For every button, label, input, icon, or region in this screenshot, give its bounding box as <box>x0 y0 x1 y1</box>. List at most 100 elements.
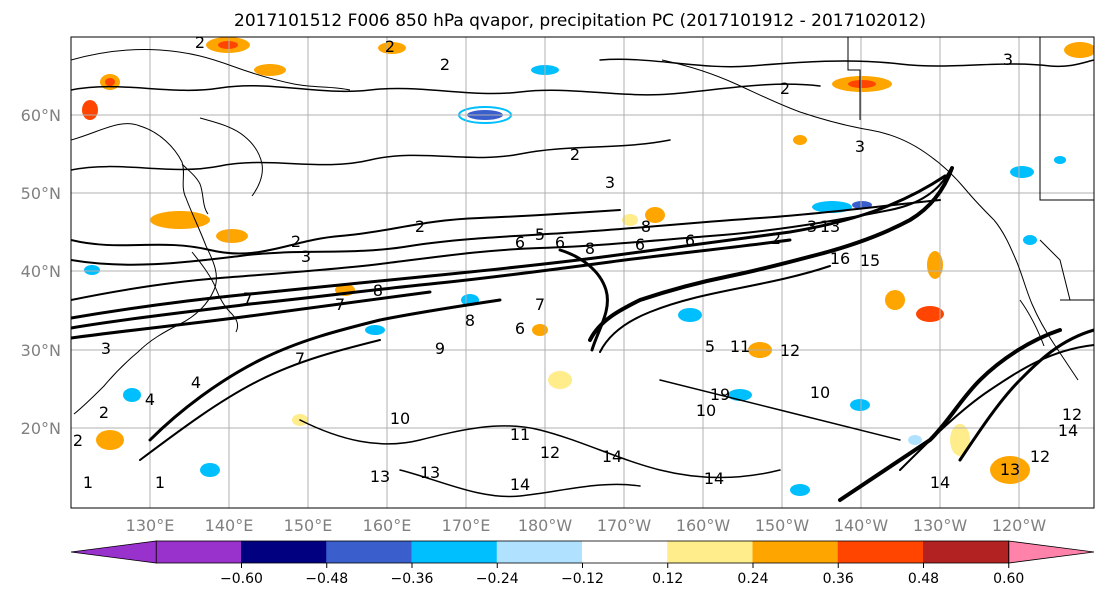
contour-label: 13 <box>420 463 440 482</box>
precip-blob <box>365 325 385 335</box>
contour-line <box>71 238 792 330</box>
contour-label: 2 <box>99 403 109 422</box>
latitude-label: 20°N <box>21 419 61 438</box>
longitude-label: 170°W <box>597 516 652 535</box>
contour-label: 14 <box>510 475 530 494</box>
precip-blob <box>790 484 810 496</box>
precip-blob <box>1064 42 1094 58</box>
precip-blob <box>548 371 572 389</box>
contour-label: 2 <box>291 232 301 251</box>
contour-label: 7 <box>535 295 545 314</box>
contour-line <box>958 328 1094 462</box>
precip-blob <box>216 229 248 243</box>
coastlines <box>71 37 1094 415</box>
longitude-label: 140°E <box>205 516 254 535</box>
contour-label: 12 <box>1030 447 1050 466</box>
contour-label: 7 <box>295 349 305 368</box>
baja-coastline <box>1019 299 1045 347</box>
contour-label: 10 <box>696 401 716 420</box>
contour-label: 3 <box>807 217 817 236</box>
longitude-labels: 130°E 140°E 150°E 160°E 170°E 180°W 170°W 160°W… <box>126 516 1047 535</box>
contour-label: 3 <box>101 339 111 358</box>
contour-label: 8 <box>585 239 595 258</box>
contour-label: 1 <box>155 473 165 492</box>
precip-blob <box>728 389 752 401</box>
siberia-coastline <box>71 49 351 91</box>
map-frame <box>70 36 1095 509</box>
contour-line <box>71 83 821 96</box>
contour-label: 8 <box>465 311 475 330</box>
contour-label: 8 <box>641 217 651 236</box>
contour-line <box>71 139 671 171</box>
contour-label: 13 <box>370 467 390 486</box>
contour-label: 10 <box>810 383 830 402</box>
longitude-label: 150°W <box>755 516 810 535</box>
contour-label: 1 <box>83 473 93 492</box>
contour-label: 3 <box>1003 50 1013 69</box>
precip-blob <box>793 135 807 145</box>
contour-label: 5 <box>535 225 545 244</box>
contour-label: 2 <box>440 55 450 74</box>
contour-line <box>139 339 381 461</box>
contour-label: 3 <box>301 247 311 266</box>
longitude-label: 180°W <box>518 516 573 535</box>
longitude-label: 150°E <box>284 516 333 535</box>
contour-label: 8 <box>373 281 383 300</box>
precip-blob <box>532 324 548 336</box>
contour-line <box>71 290 432 340</box>
political-borders <box>847 37 1094 201</box>
longitude-label: 160°W <box>676 516 731 535</box>
latitude-label: 40°N <box>21 262 61 281</box>
alaska-coastline <box>661 59 995 221</box>
contour-line <box>71 199 941 266</box>
precip-blob <box>848 80 876 88</box>
contour-label: 2 <box>780 79 790 98</box>
north-america-coastline <box>993 219 1079 381</box>
precip-blob <box>927 251 943 279</box>
contour-label: 2 <box>195 33 205 52</box>
contour-label: 4 <box>191 373 201 392</box>
precip-blob <box>123 388 141 402</box>
contour-label: 6 <box>515 233 525 252</box>
contour-label: 13 <box>1000 460 1020 479</box>
contour-label: 6 <box>515 319 525 338</box>
contour-line <box>399 469 641 498</box>
contour-line <box>659 379 901 441</box>
contour-label: 2 <box>73 431 83 450</box>
longitude-label: 160°E <box>363 516 412 535</box>
contour-label: 6 <box>555 233 565 252</box>
precip-blob <box>908 435 922 445</box>
precip-blob <box>218 41 238 49</box>
precip-blob <box>200 463 220 477</box>
longitude-label: 120°W <box>992 516 1047 535</box>
longitude-label: 130°W <box>913 516 968 535</box>
contour-label: 19 <box>710 385 730 404</box>
contour-label: 2 <box>385 37 395 56</box>
precip-blob <box>1023 235 1037 245</box>
contour-label: 2 <box>570 145 580 164</box>
longitude-label: 130°E <box>126 516 175 535</box>
contour-label: 3 <box>855 137 865 156</box>
contour-label: 2 <box>415 217 425 236</box>
political-borders-us <box>1039 239 1094 301</box>
longitude-label: 140°W <box>834 516 889 535</box>
contour-label: 14 <box>930 473 950 492</box>
figure-title: 2017101512 F006 850 hPa qvapor, precipit… <box>234 11 926 31</box>
latitude-label: 50°N <box>21 184 61 203</box>
precip-blob <box>885 290 905 310</box>
contour-label: 4 <box>145 390 155 409</box>
precip-blob <box>622 214 638 226</box>
precip-blob <box>645 207 665 223</box>
contour-line <box>838 328 1062 502</box>
contour-label: 6 <box>635 235 645 254</box>
qvapor-contours <box>71 58 1094 502</box>
contour-label: 3 <box>605 173 615 192</box>
contour-label: 10 <box>390 409 410 428</box>
contour-label: 6 <box>685 231 695 250</box>
kamchatka-coastline <box>199 117 263 197</box>
contour-label: 7 <box>335 295 345 314</box>
contour-label: 14 <box>602 447 622 466</box>
